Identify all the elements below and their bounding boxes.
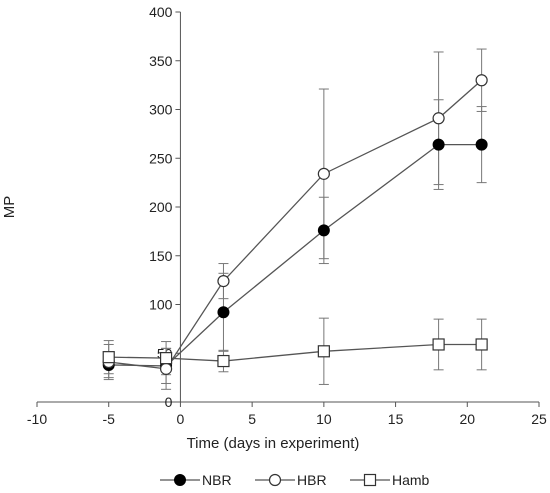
- y-tick-label: 400: [149, 4, 173, 20]
- data-point-nbr: [432, 138, 445, 151]
- x-tick-label: 5: [248, 411, 256, 427]
- y-tick-label: 100: [149, 297, 173, 313]
- legend-marker-hamb: [363, 473, 377, 487]
- data-point-hbr: [432, 112, 445, 125]
- data-point-hbr: [475, 74, 488, 87]
- x-tick-label: 10: [316, 411, 332, 427]
- x-axis-label: Time (days in experiment): [187, 435, 360, 452]
- legend-marker-nbr: [174, 474, 186, 486]
- series-line-hbr: [108, 79, 483, 370]
- y-tick-label: 250: [149, 150, 173, 166]
- series-line-nbr: [108, 143, 482, 367]
- data-point-hamb: [475, 338, 488, 351]
- legend-label-hbr: HBR: [297, 472, 327, 488]
- x-tick-label: -5: [102, 411, 115, 427]
- data-point-nbr: [317, 224, 330, 237]
- data-point-hamb: [432, 338, 445, 351]
- y-tick-label: 150: [149, 248, 173, 264]
- error-bars: [103, 48, 487, 390]
- series-lines: [108, 79, 483, 370]
- x-tick-label: 20: [459, 411, 475, 427]
- data-point-hbr: [217, 275, 230, 288]
- legend-label-nbr: NBR: [202, 472, 232, 488]
- legend-marker-hbr: [268, 473, 282, 487]
- y-tick-label: 0: [165, 394, 173, 410]
- data-point-hamb: [217, 354, 230, 368]
- data-point-hamb: [102, 351, 115, 364]
- series-markers: [102, 74, 488, 375]
- y-tick-label: 200: [149, 199, 173, 215]
- legend: NBR HBR Hamb: [160, 472, 430, 488]
- y-tick-label: 300: [149, 102, 173, 118]
- data-point-hamb: [317, 345, 330, 358]
- x-tick-label: -10: [27, 411, 47, 427]
- y-axis-label: MP: [1, 196, 18, 219]
- legend-label-hamb: Hamb: [392, 472, 430, 488]
- series-line-hamb: [108, 343, 482, 362]
- y-tick-label: 350: [149, 53, 173, 69]
- x-tick-label: 0: [177, 411, 185, 427]
- data-point-nbr: [475, 138, 488, 151]
- x-tick-label: 15: [388, 411, 404, 427]
- data-point-nbr: [217, 306, 230, 319]
- x-tick-label: 25: [531, 411, 547, 427]
- data-point-hbr: [317, 167, 330, 180]
- data-point-hbr: [159, 362, 173, 375]
- data-point-hamb: [159, 352, 173, 365]
